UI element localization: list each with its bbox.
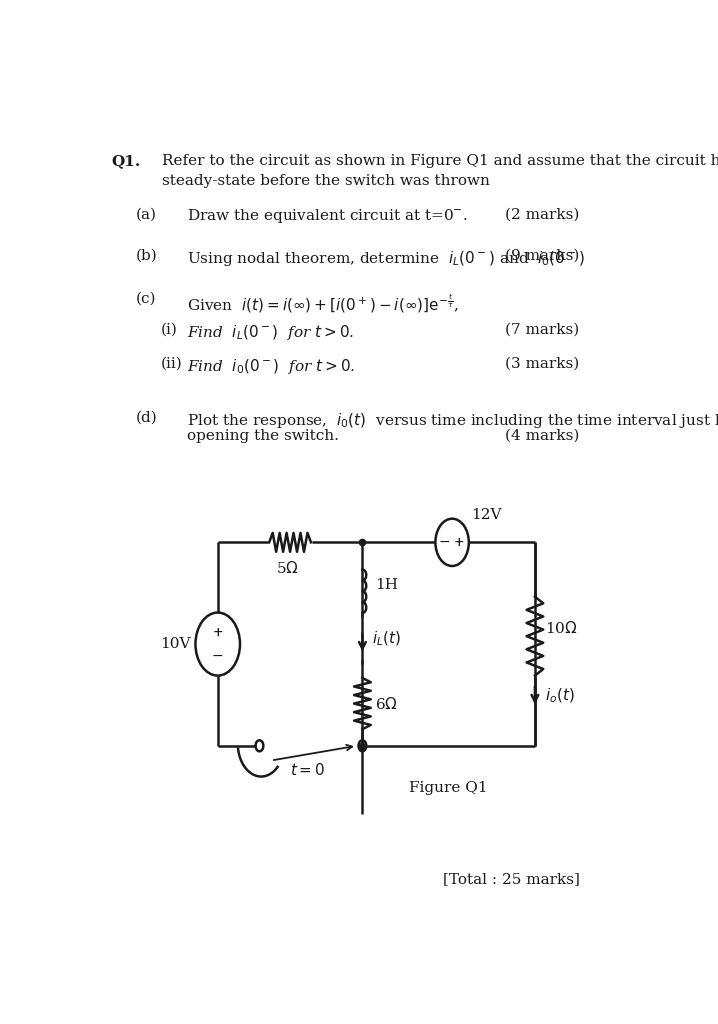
Text: Figure Q1: Figure Q1 — [409, 781, 488, 796]
Text: opening the switch.: opening the switch. — [187, 429, 339, 442]
Text: $i_o(t)$: $i_o(t)$ — [545, 686, 574, 705]
Text: 10V: 10V — [161, 637, 191, 651]
Text: Given  $i(t)=i(\infty)+[i(0^+)-i(\infty)]\mathrm{e}^{-\frac{t}{\tau}}$,: Given $i(t)=i(\infty)+[i(0^+)-i(\infty)]… — [187, 292, 459, 314]
Text: $t = 0$: $t = 0$ — [291, 762, 326, 777]
Text: (d): (d) — [136, 411, 157, 425]
Text: (c): (c) — [136, 292, 156, 305]
Text: 5$\Omega$: 5$\Omega$ — [276, 560, 299, 575]
Text: Find  $i_0(0^-)$  for $t>0$.: Find $i_0(0^-)$ for $t>0$. — [187, 357, 355, 376]
Text: 1H: 1H — [375, 578, 398, 592]
Text: 10$\Omega$: 10$\Omega$ — [545, 621, 577, 636]
Text: +: + — [213, 626, 223, 639]
Text: (4 marks): (4 marks) — [505, 429, 579, 442]
Text: −: − — [439, 536, 450, 549]
Text: 6$\Omega$: 6$\Omega$ — [375, 695, 398, 712]
Text: 12V: 12V — [472, 508, 502, 522]
Text: (3 marks): (3 marks) — [505, 357, 579, 371]
Text: (a): (a) — [136, 207, 157, 221]
Text: (2 marks): (2 marks) — [505, 207, 579, 221]
Text: (7 marks): (7 marks) — [505, 324, 579, 337]
Text: (i): (i) — [161, 324, 178, 337]
Text: Using nodal theorem, determine  $i_L(0^-)$ and  $i_0(0^-)$: Using nodal theorem, determine $i_L(0^-)… — [187, 249, 585, 268]
Text: $i_L(t)$: $i_L(t)$ — [373, 630, 401, 648]
Text: steady-state before the switch was thrown: steady-state before the switch was throw… — [162, 174, 490, 188]
Text: Plot the response,  $i_0(t)$  versus time including the time interval just befor: Plot the response, $i_0(t)$ versus time … — [187, 411, 718, 430]
Text: [Total : 25 marks]: [Total : 25 marks] — [442, 872, 579, 886]
Text: −: − — [212, 649, 223, 664]
Text: (9 marks): (9 marks) — [505, 249, 579, 263]
Text: Refer to the circuit as shown in Figure Q1 and assume that the circuit has reach: Refer to the circuit as shown in Figure … — [162, 155, 718, 168]
Text: (ii): (ii) — [161, 357, 182, 371]
Text: +: + — [454, 536, 464, 549]
Text: Q1.: Q1. — [111, 155, 140, 168]
Text: (b): (b) — [136, 249, 157, 263]
Text: Find  $i_L(0^-)$  for $t>0$.: Find $i_L(0^-)$ for $t>0$. — [187, 324, 355, 342]
Text: Draw the equivalent circuit at t=0$^{-}$.: Draw the equivalent circuit at t=0$^{-}$… — [187, 207, 468, 225]
